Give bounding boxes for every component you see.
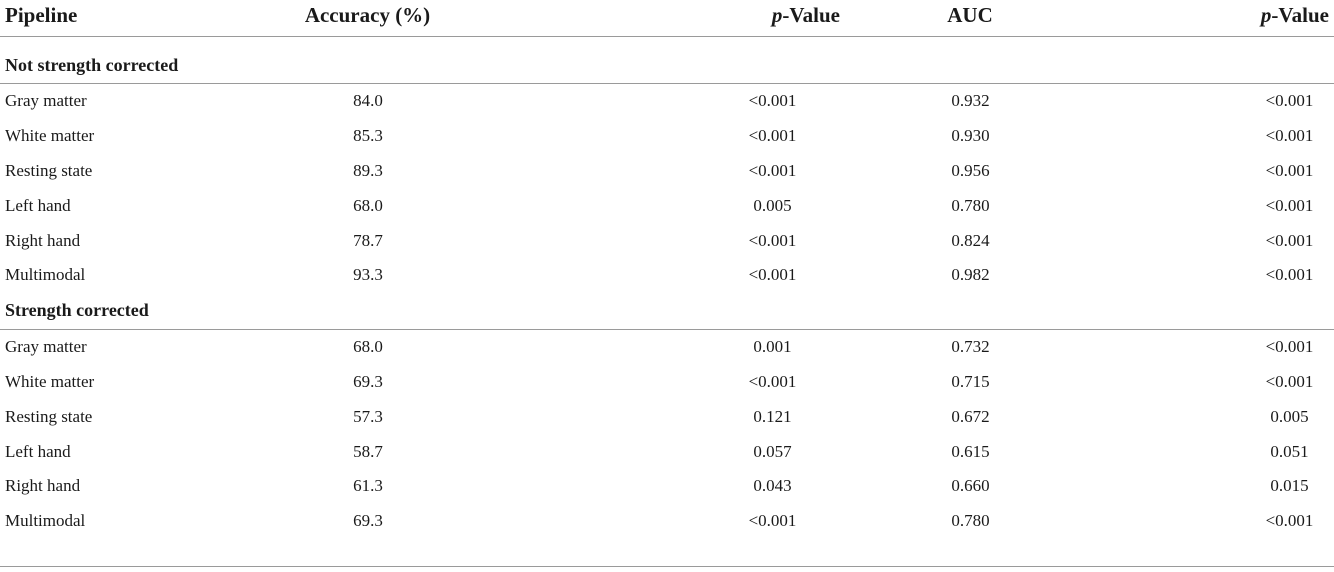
header-p-value-auc: p-Value xyxy=(1095,0,1334,37)
table-bottom-rule xyxy=(0,566,1334,567)
cell-p-value-accuracy: 0.001 xyxy=(753,337,792,357)
cell-pipeline: Resting state xyxy=(5,406,93,426)
cell-auc: 0.932 xyxy=(951,91,990,111)
cell-accuracy: 69.3 xyxy=(353,511,383,531)
cell-p-value-accuracy: <0.001 xyxy=(748,91,797,111)
cell-p-value-accuracy: 0.057 xyxy=(753,441,792,461)
cell-auc: 0.824 xyxy=(951,230,990,250)
header-auc: AUC xyxy=(845,0,1095,37)
cell-p-value-accuracy: <0.001 xyxy=(748,160,797,180)
header-pipeline: Pipeline xyxy=(0,0,200,37)
cell-accuracy: 58.7 xyxy=(353,441,383,461)
cell-p-value-accuracy: <0.001 xyxy=(748,230,797,250)
cell-auc: 0.780 xyxy=(951,511,990,531)
header-p-value-accuracy: p-Value xyxy=(535,0,845,37)
cell-pipeline: Left hand xyxy=(5,195,71,215)
cell-accuracy: 69.3 xyxy=(353,371,383,391)
table-row: White matter 69.3 <0.001 0.715 <0.001 xyxy=(0,365,1334,400)
table-body: Not strength corrected Gray matter 84.0 <0.… xyxy=(0,47,1334,539)
cell-p-value-auc: 0.015 xyxy=(1270,476,1309,496)
section-header-row: Not strength corrected xyxy=(0,47,1334,84)
cell-p-value-auc: <0.001 xyxy=(1265,230,1314,250)
cell-accuracy: 89.3 xyxy=(353,160,383,180)
cell-pipeline: Gray matter xyxy=(5,337,87,357)
table-row: Gray matter 84.0 <0.001 0.932 <0.001 xyxy=(0,84,1334,119)
table-row: Resting state 89.3 <0.001 0.956 <0.001 xyxy=(0,154,1334,189)
section-title: Not strength corrected xyxy=(0,47,1334,84)
cell-p-value-auc: 0.005 xyxy=(1270,406,1309,426)
table-row: Resting state 57.3 0.121 0.672 0.005 xyxy=(0,399,1334,434)
cell-accuracy: 61.3 xyxy=(353,476,383,496)
header-accuracy: Accuracy (%) xyxy=(200,0,535,37)
cell-pipeline: Resting state xyxy=(5,160,93,180)
cell-accuracy: 68.0 xyxy=(353,195,383,215)
cell-p-value-auc: <0.001 xyxy=(1265,160,1314,180)
table-row: Multimodal 69.3 <0.001 0.780 <0.001 xyxy=(0,504,1334,539)
cell-accuracy: 84.0 xyxy=(353,91,383,111)
cell-pipeline: Left hand xyxy=(5,441,71,461)
cell-p-value-accuracy: 0.005 xyxy=(753,195,792,215)
cell-p-value-accuracy: <0.001 xyxy=(748,371,797,391)
header-p2-rest: -Value xyxy=(1271,3,1329,27)
cell-accuracy: 85.3 xyxy=(353,126,383,146)
cell-p-value-auc: <0.001 xyxy=(1265,511,1314,531)
cell-auc: 0.672 xyxy=(951,406,990,426)
cell-p-value-auc: <0.001 xyxy=(1265,337,1314,357)
cell-p-value-accuracy: 0.121 xyxy=(753,406,792,426)
table-row: Gray matter 68.0 0.001 0.732 <0.001 xyxy=(0,329,1334,364)
table-row: White matter 85.3 <0.001 0.930 <0.001 xyxy=(0,119,1334,154)
cell-accuracy: 78.7 xyxy=(353,230,383,250)
cell-auc: 0.930 xyxy=(951,126,990,146)
table-row: Multimodal 93.3 <0.001 0.982 <0.001 xyxy=(0,258,1334,293)
cell-auc: 0.780 xyxy=(951,195,990,215)
results-table: Pipeline Accuracy (%) p-Value AUC p-Valu… xyxy=(0,0,1334,539)
cell-p-value-auc: <0.001 xyxy=(1265,265,1314,285)
cell-accuracy: 68.0 xyxy=(353,337,383,357)
cell-p-value-auc: <0.001 xyxy=(1265,126,1314,146)
cell-p-value-accuracy: 0.043 xyxy=(753,476,792,496)
cell-auc: 0.660 xyxy=(951,476,990,496)
cell-pipeline: Multimodal xyxy=(5,511,86,531)
cell-p-value-auc: 0.051 xyxy=(1270,441,1309,461)
cell-p-value-accuracy: <0.001 xyxy=(748,265,797,285)
cell-p-value-auc: <0.001 xyxy=(1265,91,1314,111)
table-header: Pipeline Accuracy (%) p-Value AUC p-Valu… xyxy=(0,0,1334,47)
cell-p-value-auc: <0.001 xyxy=(1265,371,1314,391)
cell-accuracy: 93.3 xyxy=(353,265,383,285)
cell-pipeline: White matter xyxy=(5,371,95,391)
cell-p-value-auc: <0.001 xyxy=(1265,195,1314,215)
table-row: Left hand 68.0 0.005 0.780 <0.001 xyxy=(0,188,1334,223)
header-row: Pipeline Accuracy (%) p-Value AUC p-Valu… xyxy=(0,0,1334,37)
header-p2-italic: p xyxy=(1260,3,1272,27)
cell-pipeline: Multimodal xyxy=(5,265,86,285)
cell-pipeline: Gray matter xyxy=(5,91,87,111)
header-p-rest: -Value xyxy=(782,3,840,27)
header-p-italic: p xyxy=(771,3,783,27)
table-row: Right hand 78.7 <0.001 0.824 <0.001 xyxy=(0,223,1334,258)
cell-auc: 0.982 xyxy=(951,265,990,285)
cell-auc: 0.956 xyxy=(951,160,990,180)
table-row: Left hand 58.7 0.057 0.615 0.051 xyxy=(0,434,1334,469)
cell-accuracy: 57.3 xyxy=(353,406,383,426)
cell-auc: 0.732 xyxy=(951,337,990,357)
cell-p-value-accuracy: <0.001 xyxy=(748,511,797,531)
cell-pipeline: Right hand xyxy=(5,476,81,496)
section-header-row: Strength corrected xyxy=(0,292,1334,330)
cell-p-value-accuracy: <0.001 xyxy=(748,126,797,146)
cell-pipeline: Right hand xyxy=(5,230,81,250)
cell-pipeline: White matter xyxy=(5,126,95,146)
cell-auc: 0.715 xyxy=(951,371,990,391)
section-title: Strength corrected xyxy=(0,292,1334,330)
cell-auc: 0.615 xyxy=(951,441,990,461)
table-row: Right hand 61.3 0.043 0.660 0.015 xyxy=(0,469,1334,504)
